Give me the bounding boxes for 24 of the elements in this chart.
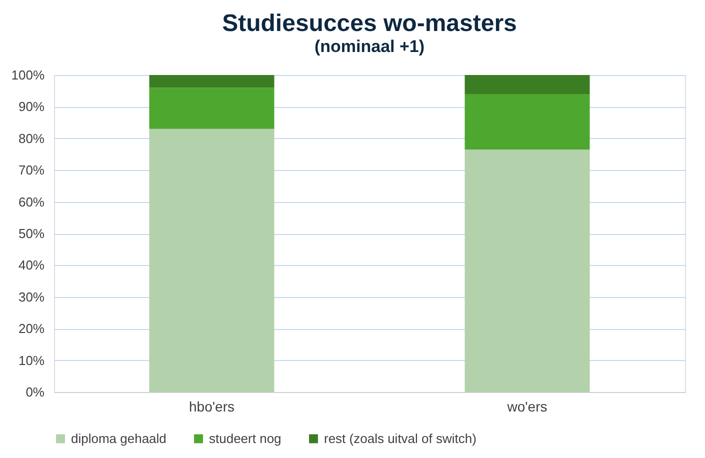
y-tick-label: 10% (18, 352, 45, 368)
y-tick-label: 30% (18, 289, 45, 304)
x-tick-label: hbo'ers (189, 398, 234, 414)
bar (464, 149, 590, 392)
legend-label: studeert nog (209, 430, 282, 446)
y-tick-label: 60% (18, 194, 45, 210)
bar (464, 94, 590, 150)
legend-label: rest (zoals uitval of switch) (324, 430, 476, 446)
chart-subtitle: (nominaal +1) (314, 37, 425, 56)
bar (149, 128, 274, 392)
y-tick-label: 70% (18, 162, 45, 178)
y-tick-label: 40% (18, 258, 45, 273)
x-tick-label: wo'ers (506, 398, 548, 414)
chart-title: Studiesucces wo-masters (222, 10, 517, 37)
y-tick-label: 80% (18, 130, 45, 146)
y-tick-label: 0% (26, 384, 45, 400)
y-tick-label: 90% (18, 99, 45, 114)
bar (149, 75, 274, 88)
y-tick-label: 20% (18, 321, 45, 336)
bar (149, 88, 274, 129)
bar (464, 75, 590, 94)
y-tick-label: 50% (18, 226, 45, 241)
y-tick-label: 100% (11, 68, 45, 82)
legend-label: diploma gehaald (71, 430, 166, 446)
